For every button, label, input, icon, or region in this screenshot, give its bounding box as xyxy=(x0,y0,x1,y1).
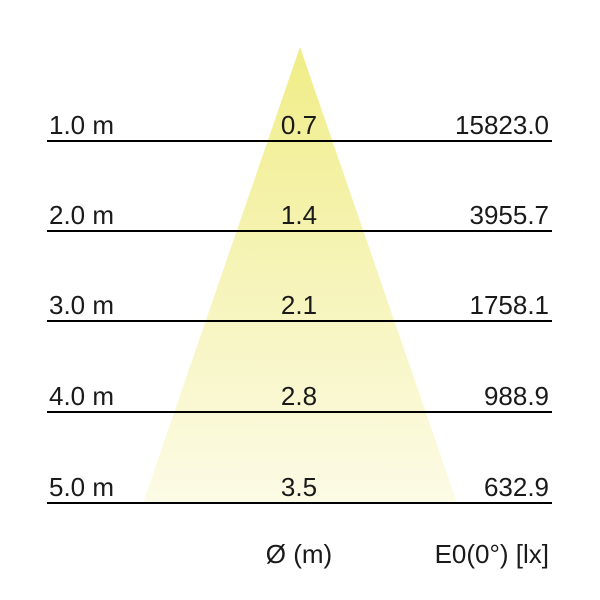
distance-label: 3.0 m xyxy=(49,290,115,320)
illuminance-axis-label: E0(0°) [lx] xyxy=(434,539,550,569)
diameter-value: 3.5 xyxy=(280,472,318,502)
table-row: 5.0 m 3.5 632.9 xyxy=(47,470,552,504)
diameter-value: 1.4 xyxy=(280,200,318,230)
illuminance-value: 3955.7 xyxy=(469,200,550,230)
distance-label: 1.0 m xyxy=(49,110,115,140)
distance-label: 5.0 m xyxy=(49,472,115,502)
table-row: 1.0 m 0.7 15823.0 xyxy=(47,108,552,142)
distance-label: 2.0 m xyxy=(49,200,115,230)
illuminance-value: 988.9 xyxy=(483,381,550,411)
illuminance-value: 15823.0 xyxy=(455,110,550,140)
diameter-value: 0.7 xyxy=(280,110,318,140)
axis-labels-row: Ø (m) E0(0°) [lx] xyxy=(47,536,552,568)
distance-label: 4.0 m xyxy=(49,381,115,411)
illuminance-value: 1758.1 xyxy=(469,290,550,320)
table-row: 4.0 m 2.8 988.9 xyxy=(47,379,552,413)
table-row: 3.0 m 2.1 1758.1 xyxy=(47,288,552,322)
light-cone-shape xyxy=(143,47,457,503)
diameter-value: 2.1 xyxy=(280,290,318,320)
illuminance-value: 632.9 xyxy=(483,472,550,502)
diameter-axis-label: Ø (m) xyxy=(265,539,333,569)
table-row: 2.0 m 1.4 3955.7 xyxy=(47,198,552,232)
diameter-value: 2.8 xyxy=(280,381,318,411)
